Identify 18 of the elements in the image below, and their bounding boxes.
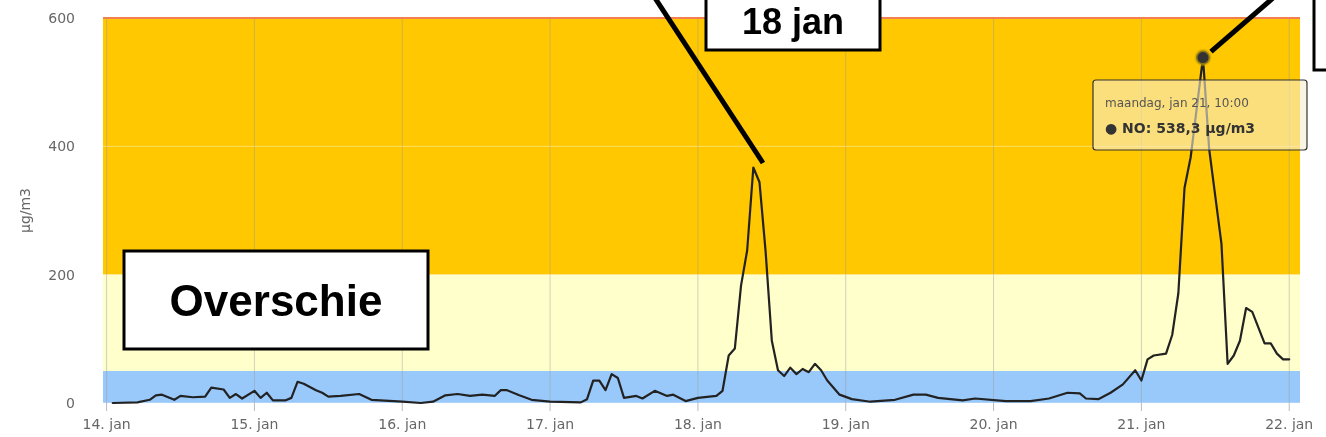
x-tick-label: 19. jan [821,416,870,432]
x-tick-label: 17. jan [526,416,575,432]
y-axis-title: µg/m3 [17,187,33,234]
x-tick-label: 20. jan [969,416,1018,432]
x-tick-label: 21. jan [1117,416,1166,432]
x-tick-label: 16. jan [378,416,427,432]
x-tick-label: 18. jan [673,416,722,432]
annotation: Overschie [169,276,383,325]
x-tick-label: 14. jan [82,416,131,432]
y-tick-label: 200 [48,266,75,283]
y-tick-label: 600 [48,10,75,26]
annotation: 18 jan [741,1,845,42]
annotation: maandag, jan 21, 10:00 [1104,96,1249,110]
y-tick-label: 400 [48,138,75,155]
annotation: ● NO: 538,3 µg/m3 [1104,120,1256,136]
y-tick-label: 0 [66,395,75,411]
x-tick-label: 15. jan [230,416,279,432]
x-tick-label: 22. jan [1265,416,1314,432]
